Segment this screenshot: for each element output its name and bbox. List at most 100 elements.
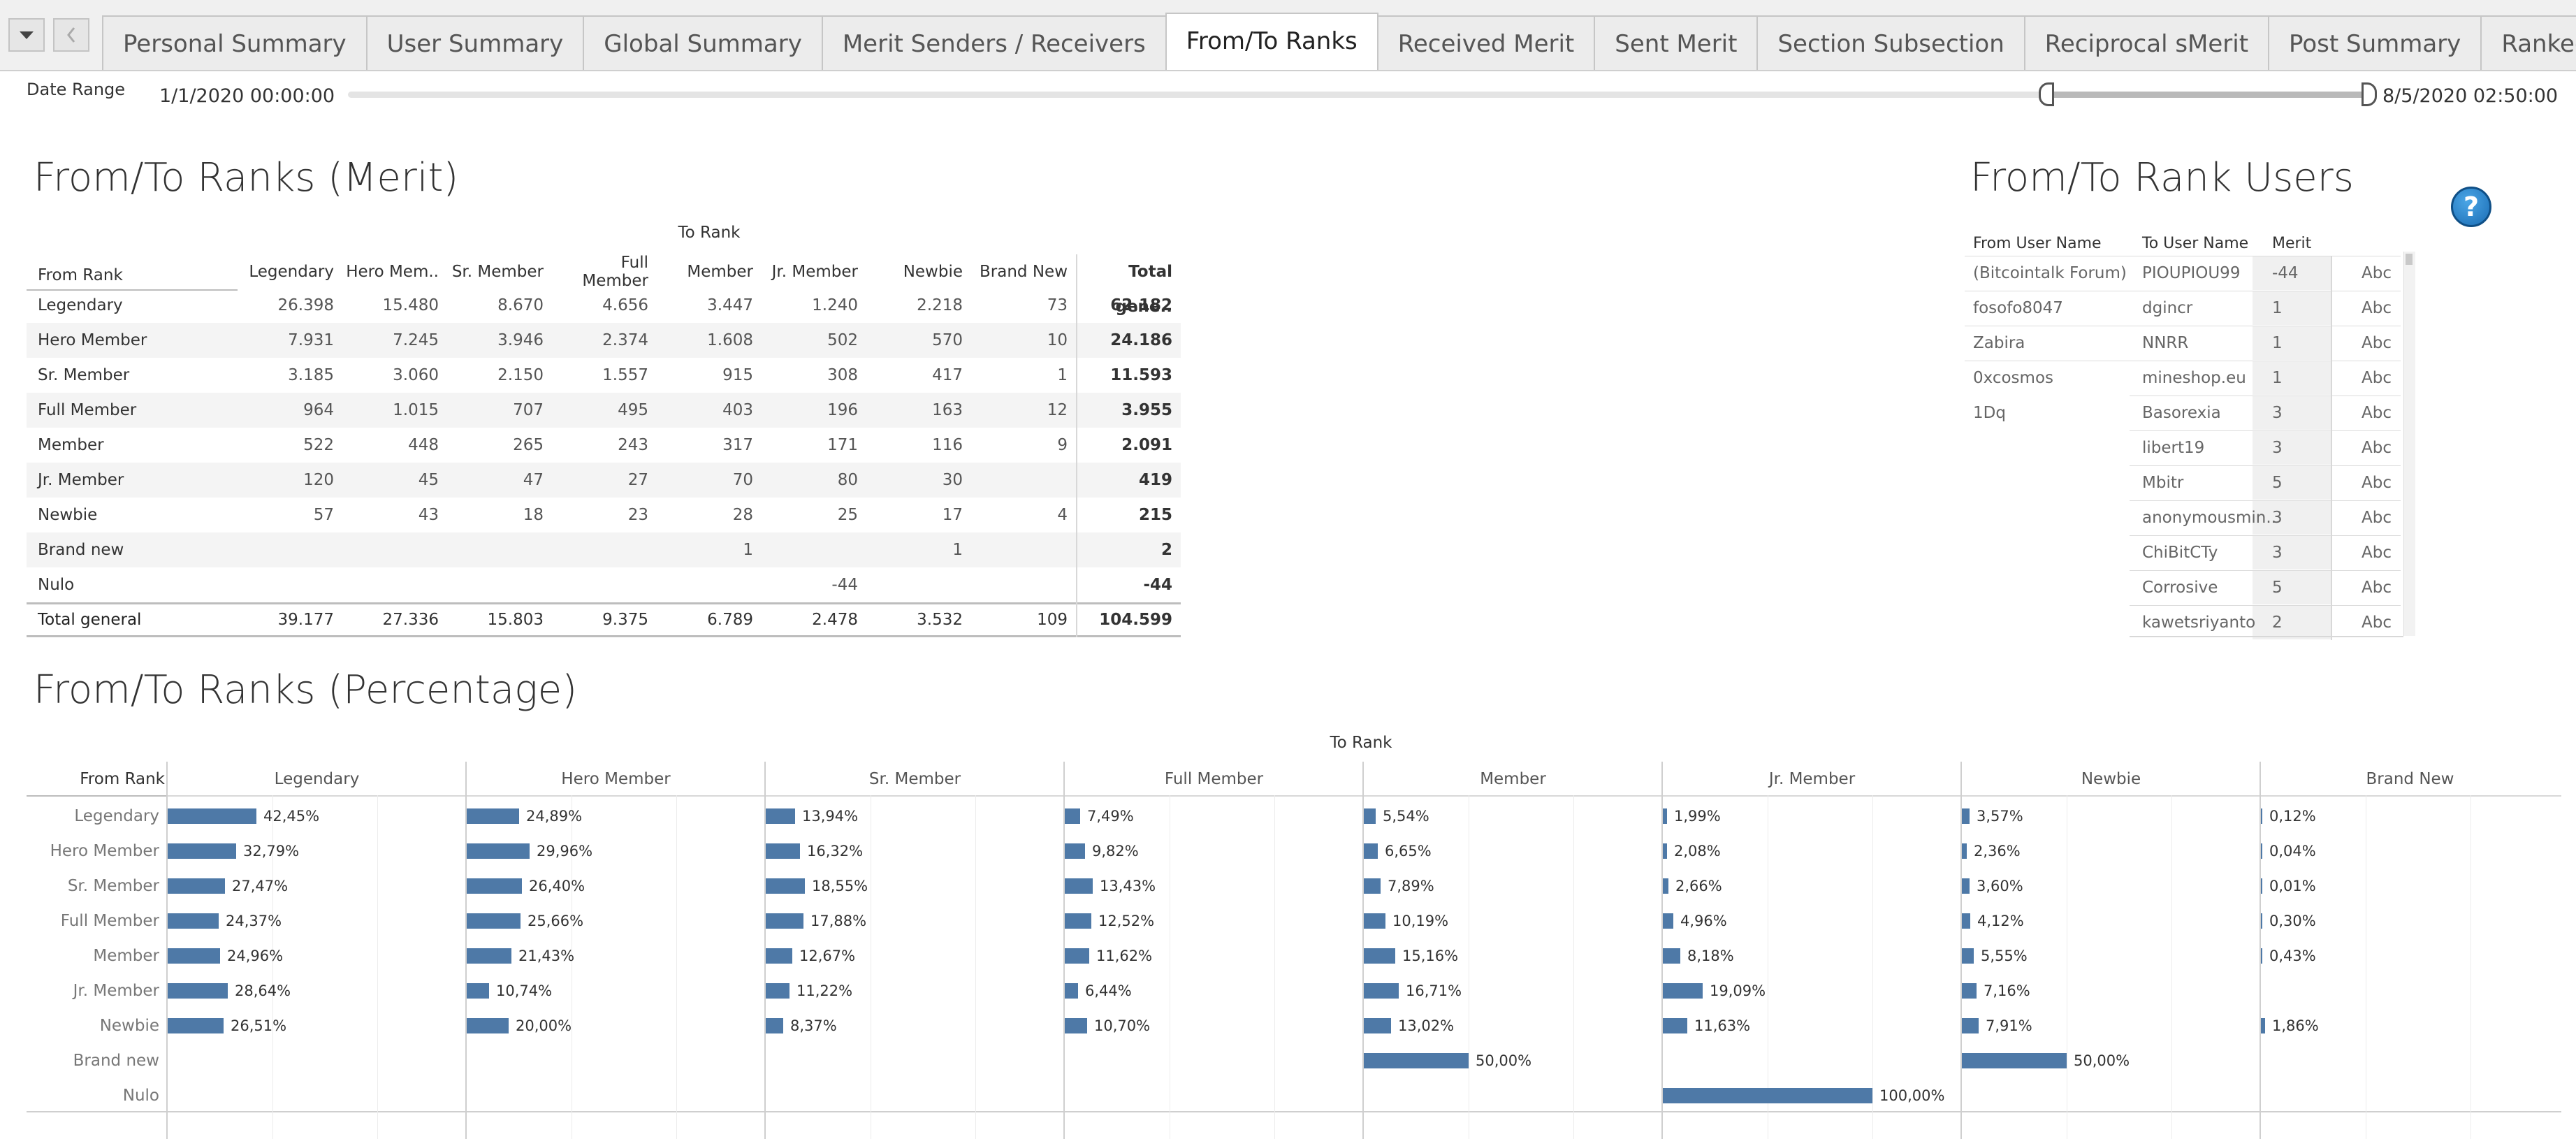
tab-reciprocal-smerit[interactable]: Reciprocal sMerit	[2023, 15, 2270, 70]
percentage-bar[interactable]	[168, 808, 256, 824]
table-row[interactable]: ChiBitCTy 3 Abc	[1965, 535, 2401, 570]
tab-global-summary[interactable]: Global Summary	[583, 15, 823, 70]
date-range-start-handle[interactable]	[2039, 82, 2054, 106]
percentage-bar[interactable]	[168, 1018, 224, 1033]
help-icon[interactable]: ?	[2451, 187, 2491, 227]
percentage-bar[interactable]	[1663, 1018, 1687, 1033]
percentage-bar[interactable]	[766, 913, 803, 929]
tab-user-summary[interactable]: User Summary	[365, 15, 585, 70]
pct-column-header[interactable]: Sr. Member	[868, 770, 961, 788]
users-table-scrollbar[interactable]	[2403, 252, 2415, 636]
percentage-bar[interactable]	[1962, 1018, 1979, 1033]
tab-ranked-up[interactable]: Ranked-up	[2480, 15, 2576, 70]
percentage-bar[interactable]	[1962, 1053, 2067, 1068]
percentage-bar[interactable]	[1364, 808, 1376, 824]
column-header[interactable]: Hero Mem..	[346, 263, 439, 281]
table-row[interactable]: Corrosive 5 Abc	[1965, 570, 2401, 605]
tab-menu-button[interactable]	[8, 18, 45, 52]
percentage-bar[interactable]	[168, 843, 236, 859]
pct-column-header[interactable]: Newbie	[2081, 770, 2141, 788]
tab-sent-merit[interactable]: Sent Merit	[1594, 15, 1759, 70]
percentage-bar[interactable]	[1364, 1053, 1469, 1068]
pct-column-header[interactable]: Hero Member	[561, 770, 671, 788]
percentage-bar[interactable]	[1663, 913, 1673, 929]
table-row[interactable]: 1Dq Basorexia 3 Abc	[1965, 396, 2401, 430]
tab-merit-senders-receivers[interactable]: Merit Senders / Receivers	[821, 15, 1167, 70]
percentage-bar[interactable]	[766, 878, 805, 894]
percentage-bar[interactable]	[2261, 808, 2262, 824]
pct-column-header[interactable]: Member	[1480, 770, 1546, 788]
percentage-bar[interactable]	[1962, 878, 1970, 894]
percentage-bar[interactable]	[2261, 913, 2262, 929]
table-row[interactable]: anonymousmin.. 3 Abc	[1965, 500, 2401, 535]
percentage-bar[interactable]	[467, 878, 522, 894]
percentage-bar[interactable]	[2261, 1018, 2265, 1033]
percentage-bar[interactable]	[766, 983, 789, 999]
date-range-end-handle[interactable]	[2362, 82, 2377, 106]
column-header[interactable]: Jr. Member	[771, 263, 858, 281]
percentage-bar[interactable]	[168, 983, 228, 999]
pct-column-header[interactable]: Brand New	[2366, 770, 2454, 788]
percentage-bar[interactable]	[1364, 843, 1378, 859]
percentage-bar[interactable]	[1962, 843, 1967, 859]
table-row[interactable]: Mbitr 5 Abc	[1965, 465, 2401, 500]
percentage-bar[interactable]	[1663, 808, 1667, 824]
percentage-bar[interactable]	[467, 913, 521, 929]
percentage-bar[interactable]	[467, 948, 511, 964]
column-header[interactable]: Total gene..	[1076, 254, 1181, 316]
column-header[interactable]: Member	[687, 263, 753, 281]
tab-section-subsection[interactable]: Section Subsection	[1756, 15, 2025, 70]
percentage-bar[interactable]	[1364, 878, 1381, 894]
users-table-scroll-thumb[interactable]	[2406, 254, 2413, 265]
tab-from-to-ranks[interactable]: From/To Ranks	[1165, 13, 1378, 70]
percentage-bar[interactable]	[1065, 913, 1091, 929]
column-header[interactable]: Brand New	[980, 263, 1068, 281]
percentage-bar[interactable]	[1364, 1018, 1391, 1033]
percentage-bar[interactable]	[2261, 878, 2262, 894]
percentage-bar[interactable]	[766, 1018, 783, 1033]
percentage-bar[interactable]	[1663, 948, 1680, 964]
date-range-slider-selection[interactable]	[2046, 92, 2368, 98]
table-row[interactable]: (Bitcointalk Forum) PIOUPIOU99 -44 Abc	[1965, 256, 2401, 291]
percentage-bar[interactable]	[1065, 878, 1093, 894]
percentage-bar[interactable]	[766, 808, 795, 824]
column-header[interactable]: Legendary	[249, 263, 334, 281]
tab-scroll-left-button[interactable]	[53, 18, 89, 52]
percentage-bar[interactable]	[1962, 808, 1970, 824]
percentage-bar[interactable]	[1065, 983, 1078, 999]
percentage-bar[interactable]	[467, 843, 530, 859]
table-row[interactable]: fosofo8047 dgincr 1 Abc	[1965, 291, 2401, 326]
column-header[interactable]: Full Member	[582, 254, 648, 290]
percentage-bar[interactable]	[168, 878, 225, 894]
percentage-bar[interactable]	[168, 913, 219, 929]
percentage-bar[interactable]	[467, 808, 519, 824]
column-header[interactable]: Newbie	[903, 263, 963, 281]
date-range-slider-track[interactable]	[348, 92, 2362, 98]
percentage-bar[interactable]	[1065, 948, 1089, 964]
percentage-bar[interactable]	[1364, 948, 1395, 964]
table-row[interactable]: Zabira NNRR 1 Abc	[1965, 326, 2401, 361]
percentage-bar[interactable]	[1065, 843, 1085, 859]
percentage-bar[interactable]	[1065, 808, 1080, 824]
percentage-bar[interactable]	[1663, 983, 1703, 999]
percentage-bar[interactable]	[1663, 843, 1667, 859]
pct-column-header[interactable]: Legendary	[274, 770, 360, 788]
percentage-bar[interactable]	[766, 843, 800, 859]
tab-personal-summary[interactable]: Personal Summary	[102, 15, 368, 70]
percentage-bar[interactable]	[766, 948, 792, 964]
percentage-bar[interactable]	[1065, 1018, 1087, 1033]
percentage-bar[interactable]	[467, 1018, 509, 1033]
percentage-bar[interactable]	[1962, 948, 1974, 964]
table-row[interactable]: libert19 3 Abc	[1965, 430, 2401, 465]
table-row[interactable]: 0xcosmos mineshop.eu 1 Abc	[1965, 361, 2401, 396]
percentage-bar[interactable]	[2261, 948, 2262, 964]
percentage-bar[interactable]	[168, 948, 220, 964]
percentage-bar[interactable]	[1962, 913, 1970, 929]
pct-column-header[interactable]: Jr. Member	[1768, 770, 1856, 788]
percentage-bar[interactable]	[2261, 843, 2262, 859]
percentage-bar[interactable]	[1364, 983, 1399, 999]
percentage-bar[interactable]	[467, 983, 489, 999]
percentage-bar[interactable]	[1962, 983, 1977, 999]
tab-post-summary[interactable]: Post Summary	[2268, 15, 2482, 70]
tab-received-merit[interactable]: Received Merit	[1376, 15, 1596, 70]
